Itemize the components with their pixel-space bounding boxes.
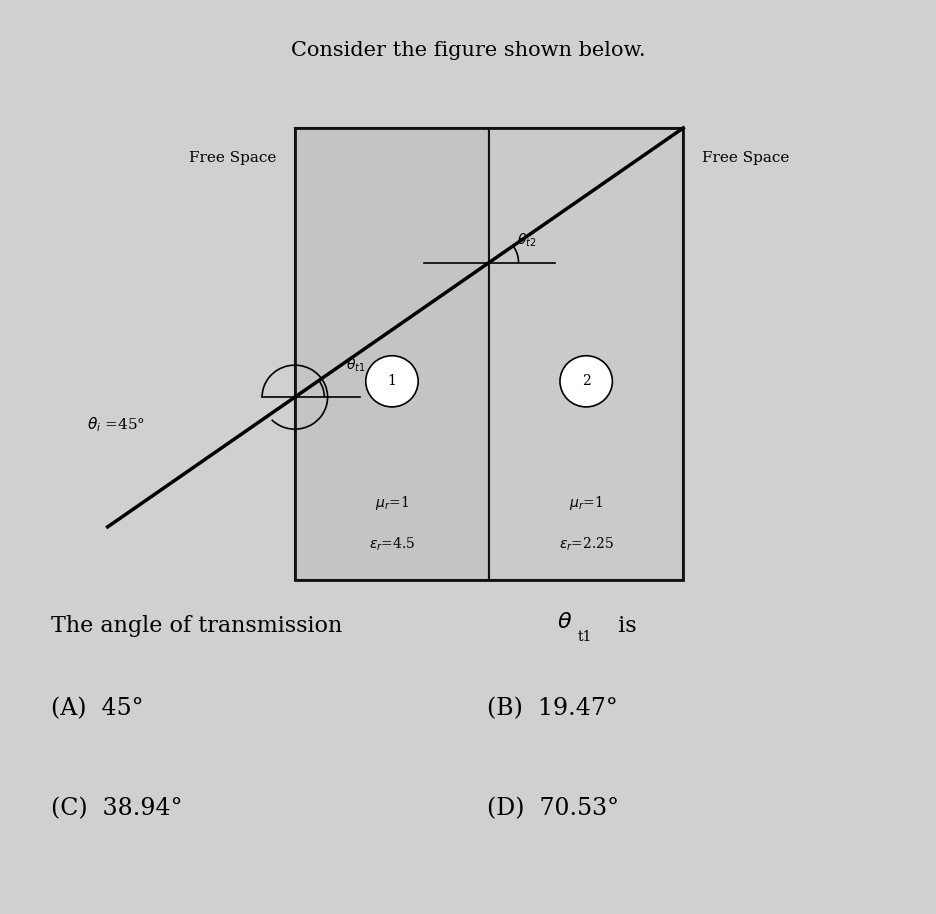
Text: The angle of transmission: The angle of transmission bbox=[51, 615, 343, 637]
Text: is: is bbox=[604, 615, 636, 637]
Text: $\theta_i$ =45°: $\theta_i$ =45° bbox=[87, 416, 145, 434]
Text: (C)  38.94°: (C) 38.94° bbox=[51, 797, 183, 821]
Bar bbox=[489, 128, 683, 580]
Text: 2: 2 bbox=[582, 375, 591, 388]
Circle shape bbox=[560, 356, 612, 407]
Text: $\varepsilon_r$=4.5: $\varepsilon_r$=4.5 bbox=[369, 535, 416, 553]
Text: (B)  19.47°: (B) 19.47° bbox=[487, 696, 618, 720]
Text: Consider the figure shown below.: Consider the figure shown below. bbox=[291, 41, 645, 59]
Circle shape bbox=[366, 356, 418, 407]
Text: (A)  45°: (A) 45° bbox=[51, 696, 144, 720]
Text: $\theta_{t2}$: $\theta_{t2}$ bbox=[517, 231, 536, 249]
Text: $\varepsilon_r$=2.25: $\varepsilon_r$=2.25 bbox=[559, 535, 614, 553]
Text: (D)  70.53°: (D) 70.53° bbox=[487, 797, 619, 821]
Text: t1: t1 bbox=[578, 630, 592, 644]
Text: $\theta$: $\theta$ bbox=[557, 611, 572, 632]
Text: $\theta_{t1}$: $\theta_{t1}$ bbox=[346, 356, 366, 375]
Text: Free Space: Free Space bbox=[189, 151, 276, 165]
Bar bbox=[295, 128, 489, 580]
Bar bbox=[295, 128, 683, 580]
Text: $\mu_r$=1: $\mu_r$=1 bbox=[375, 494, 409, 512]
Text: $\mu_r$=1: $\mu_r$=1 bbox=[569, 494, 603, 512]
Text: 1: 1 bbox=[388, 375, 396, 388]
Text: Free Space: Free Space bbox=[702, 151, 789, 165]
